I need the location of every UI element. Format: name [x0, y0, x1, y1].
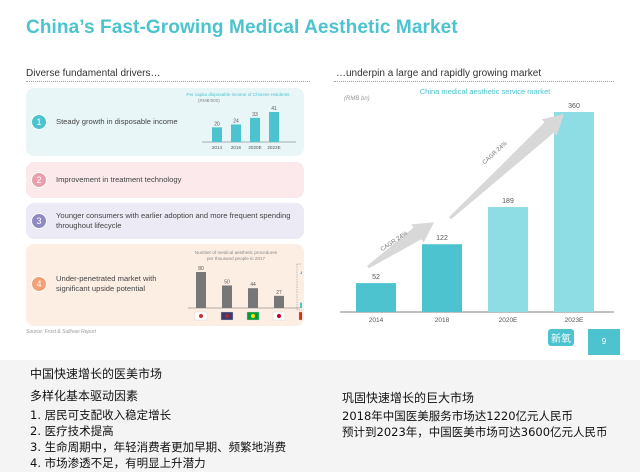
driver-text: Improvement in treatment technology [56, 175, 182, 184]
data-label: 24 [233, 118, 239, 124]
driver-number: 1 [31, 114, 47, 130]
main-chart-title: China medical aesthetic service market [419, 87, 551, 96]
bar [250, 117, 260, 142]
flag-emblem [225, 314, 229, 318]
chart-unit: (RMB'000) [198, 98, 220, 103]
cagr-arrow [367, 222, 434, 269]
driver-number: 4 [31, 276, 47, 292]
chart-title-line: per thousand people in 2017 [207, 256, 266, 261]
chart-title: Per capita disposable income of Chinese … [186, 92, 290, 97]
bar [422, 244, 462, 312]
tick-label: 2020E [248, 145, 261, 150]
tick-label: 2014 [369, 317, 384, 324]
caption-title: 中国快速增长的医美市场 [30, 367, 163, 381]
right-divider [334, 81, 614, 82]
bar [222, 285, 232, 308]
bar [554, 112, 594, 312]
left-divider [26, 81, 310, 82]
chart-title-line: Number of medical aesthetic procedures [195, 250, 278, 255]
flag-china-icon [298, 311, 302, 321]
driver-2: 2 Improvement in treatment technology [26, 162, 304, 198]
cagr-arrow [448, 114, 564, 220]
bar [356, 283, 396, 312]
tick-label: 2014 [212, 145, 223, 150]
driver-number: 2 [31, 172, 47, 188]
bar [212, 127, 222, 142]
data-label: 189 [502, 198, 514, 205]
tick-label: 2023E [565, 317, 584, 324]
tick-label: 2016 [231, 145, 242, 150]
caption-left-heading: 多样化基本驱动因素 [30, 389, 139, 403]
driver-text: Younger consumers with earlier adoption … [56, 211, 291, 230]
main-chart-unit: (RMB bn) [344, 96, 370, 102]
tick-label: 2020E [499, 317, 518, 324]
driver-text: Steady growth in disposable income [56, 117, 178, 126]
left-heading: Diverse fundamental drivers… [26, 68, 161, 79]
caption-right-line: 2018年中国医美服务市场达1220亿元人民币 [342, 409, 574, 423]
income-chart: Per capita disposable income of Chinese … [186, 92, 296, 150]
caption-item: 4. 市场渗透不足，有明显上升潜力 [30, 456, 206, 470]
slide-title: China’s Fast-Growing Medical Aesthetic M… [26, 17, 458, 38]
right-heading: …underpin a large and rapidly growing ma… [336, 68, 542, 79]
tick-label: 2023E [267, 145, 280, 150]
bar [300, 302, 302, 308]
caption-item: 2. 医疗技术提高 [30, 424, 114, 438]
caption-item: 3. 生命周期中，年轻消费者更加早期、频繁地消费 [30, 440, 287, 454]
logo: 新氧 [548, 329, 574, 346]
data-label: 27 [276, 290, 282, 296]
driver-4: 4 Under-penetrated market with significa… [26, 244, 304, 326]
caption-item: 1. 居民可支配收入稳定增长 [30, 408, 172, 422]
bar [269, 112, 279, 142]
flag-emblem [251, 314, 255, 318]
driver-text: Under-penetrated market with significant… [56, 274, 157, 293]
driver-1: 1 Steady growth in disposable income Per… [26, 88, 304, 156]
source-note: Source: Frost & Sullivan Report [26, 329, 97, 335]
caption-right-heading: 巩固快速增长的巨大市场 [342, 391, 475, 405]
data-label: 122 [436, 235, 448, 242]
data-label: 80 [198, 266, 204, 272]
up-arrow-icon [300, 270, 302, 274]
caption-right-line: 预计到2023年，中国医美市场可达3600亿元人民币 [342, 425, 608, 439]
bar [274, 295, 284, 308]
data-label: 44 [250, 282, 256, 288]
bar [488, 207, 528, 312]
procedures-chart: Number of medical aesthetic procedurespe… [188, 250, 302, 321]
slide: China’s Fast-Growing Medical Aesthetic M… [26, 17, 620, 355]
data-label: 360 [568, 103, 580, 110]
data-label: 52 [372, 274, 380, 281]
driver-number: 3 [31, 213, 47, 229]
page-number: 9 [588, 329, 620, 355]
data-label: 20 [214, 121, 220, 127]
caption-panel: 中国快速增长的医美市场 多样化基本驱动因素 1. 居民可支配收入稳定增长 2. … [0, 360, 640, 472]
highlight-box [296, 263, 302, 311]
data-label: 41 [271, 106, 277, 112]
bar [231, 124, 241, 142]
flag-emblem [199, 314, 203, 318]
driver-3: 3 Younger consumers with earlier adoptio… [26, 203, 304, 239]
data-label: 33 [252, 112, 258, 118]
bar [196, 272, 206, 308]
flag-emblem [277, 314, 281, 318]
tick-label: 2018 [435, 317, 450, 324]
data-label: 50 [224, 280, 230, 286]
bar [248, 288, 258, 308]
